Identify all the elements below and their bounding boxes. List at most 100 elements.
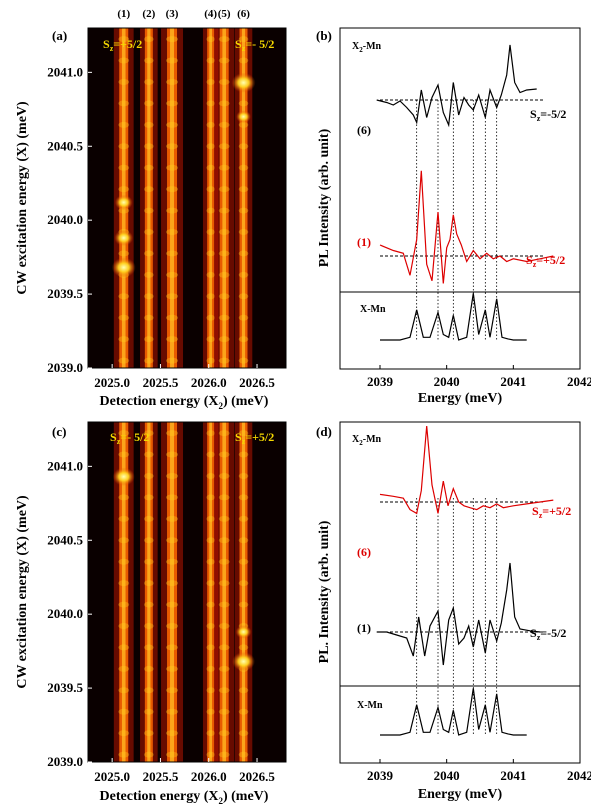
- modulation-spot: [238, 601, 249, 608]
- panel-a-line-labels: (1) (2) (3) (4) (5) (6): [117, 8, 250, 20]
- modulation-spot: [118, 751, 130, 758]
- modulation-spot: [144, 451, 154, 458]
- panel-b-y-axis-label: PL Intensity (arb. unit): [317, 128, 332, 267]
- modulation-spot: [218, 314, 230, 321]
- panel-b-traces: [376, 44, 554, 341]
- modulation-spot: [238, 730, 249, 737]
- modulation-spot: [166, 537, 179, 544]
- modulation-spot: [206, 472, 215, 479]
- modulation-spot: [166, 730, 179, 737]
- modulation-spot: [218, 36, 230, 43]
- modulation-spot: [166, 451, 179, 458]
- modulation-spot: [206, 623, 215, 629]
- modulation-spot: [144, 100, 154, 107]
- modulation-spot: [118, 537, 130, 544]
- modulation-spot: [206, 665, 215, 672]
- modulation-spot: [144, 293, 154, 300]
- modulation-spot: [118, 687, 130, 694]
- x-tick-label: 2039: [367, 374, 394, 389]
- modulation-spot: [118, 580, 130, 587]
- modulation-spot: [144, 580, 154, 587]
- modulation-spot: [206, 207, 215, 214]
- modulation-spot: [238, 357, 249, 364]
- modulation-spot: [218, 751, 230, 758]
- panel-c-frame: [87, 421, 287, 763]
- modulation-spot: [238, 580, 249, 587]
- panel-a-y-axis-label: CW excitation energy (X) (meV): [15, 101, 30, 295]
- panel-d-letter: (d): [316, 424, 332, 439]
- modulation-spot: [238, 515, 249, 522]
- modulation-spot: [206, 78, 215, 85]
- modulation-spot: [238, 494, 249, 501]
- modulation-spot: [238, 472, 249, 479]
- emission-line-core-3: [170, 422, 175, 762]
- modulation-spot: [218, 78, 230, 85]
- modulation-spot: [218, 494, 230, 501]
- y-tick-label: 2039.0: [47, 360, 83, 375]
- panel-d-series-label-1: (1): [357, 621, 371, 635]
- resonance-spot: [235, 625, 252, 639]
- resonance-spot: [114, 229, 134, 246]
- modulation-spot: [206, 357, 215, 364]
- panel-b-letter: (b): [316, 28, 332, 43]
- modulation-spot: [238, 100, 249, 107]
- y-tick-label: 2040.0: [47, 606, 83, 621]
- panel-a-spin-label-2: Sz=- 5/2: [235, 37, 274, 53]
- modulation-spot: [206, 164, 215, 171]
- x-tick-label: 2026.0: [191, 769, 227, 784]
- x-tick-label: 2042: [567, 768, 591, 783]
- modulation-spot: [218, 164, 230, 171]
- modulation-spot: [144, 250, 154, 257]
- modulation-spot: [238, 644, 249, 651]
- panel-d-bottom-label: X-Mn: [357, 700, 383, 711]
- panel-c-axes: 2025.0 2025.5 2026.0 2026.5 2039.0 2039.5 2040…: [47, 458, 275, 784]
- y-tick-label: 2040.5: [47, 138, 83, 153]
- modulation-spot: [166, 100, 179, 107]
- panel-a-letter: (a): [52, 28, 67, 43]
- modulation-spot: [218, 515, 230, 522]
- modulation-spot: [218, 121, 230, 128]
- modulation-spot: [118, 708, 130, 715]
- modulation-spot: [218, 558, 230, 565]
- y-tick-label: 2039.5: [47, 286, 83, 301]
- emission-line-core-5: [222, 28, 226, 368]
- modulation-spot: [118, 601, 130, 608]
- panel-d-x-axis: 2039 2040 2041 2042: [367, 759, 591, 783]
- modulation-spot: [144, 357, 154, 364]
- modulation-spot: [118, 78, 130, 85]
- modulation-spot: [218, 430, 230, 437]
- modulation-spot: [218, 687, 230, 694]
- modulation-spot: [166, 665, 179, 672]
- modulation-spot: [118, 164, 130, 171]
- modulation-spot: [144, 271, 154, 278]
- modulation-spot: [206, 100, 215, 107]
- modulation-spot: [144, 207, 154, 214]
- y-tick-label: 2041.0: [47, 458, 83, 473]
- spectrum-6: [376, 44, 537, 128]
- emission-line-core-6: [241, 422, 246, 762]
- modulation-spot: [144, 314, 154, 321]
- modulation-spot: [144, 730, 154, 737]
- modulation-spot: [144, 36, 154, 43]
- modulation-spot: [206, 580, 215, 587]
- panel-b-x-axis-label: Energy (meV): [418, 391, 503, 406]
- panel-c-spin-label-1: Sz=- 5/2: [110, 430, 149, 446]
- modulation-spot: [218, 580, 230, 587]
- modulation-spot: [218, 207, 230, 214]
- modulation-spot: [118, 186, 130, 193]
- modulation-spot: [206, 57, 215, 64]
- modulation-spot: [206, 644, 215, 651]
- modulation-spot: [166, 336, 179, 343]
- modulation-spot: [144, 143, 154, 150]
- panel-a-x-axis-label: Detection energy (X2) (meV): [100, 394, 269, 411]
- panel-d-spin-label-6: Sz=+5/2: [532, 504, 571, 520]
- panel-a-spin-label-1: Sz=+5/2: [103, 37, 142, 53]
- modulation-spot: [166, 143, 179, 150]
- x-tick-label: 2026.0: [191, 375, 227, 390]
- modulation-spot: [166, 36, 179, 43]
- modulation-spot: [218, 57, 230, 64]
- panel-b-frame: [339, 27, 581, 370]
- panel-d: (d) X2-Mn X-Mn (6) (1) Sz=+5/2 Sz=-5/2 2…: [316, 421, 591, 802]
- modulation-spot: [206, 451, 215, 458]
- emission-line-core-6: [241, 28, 246, 368]
